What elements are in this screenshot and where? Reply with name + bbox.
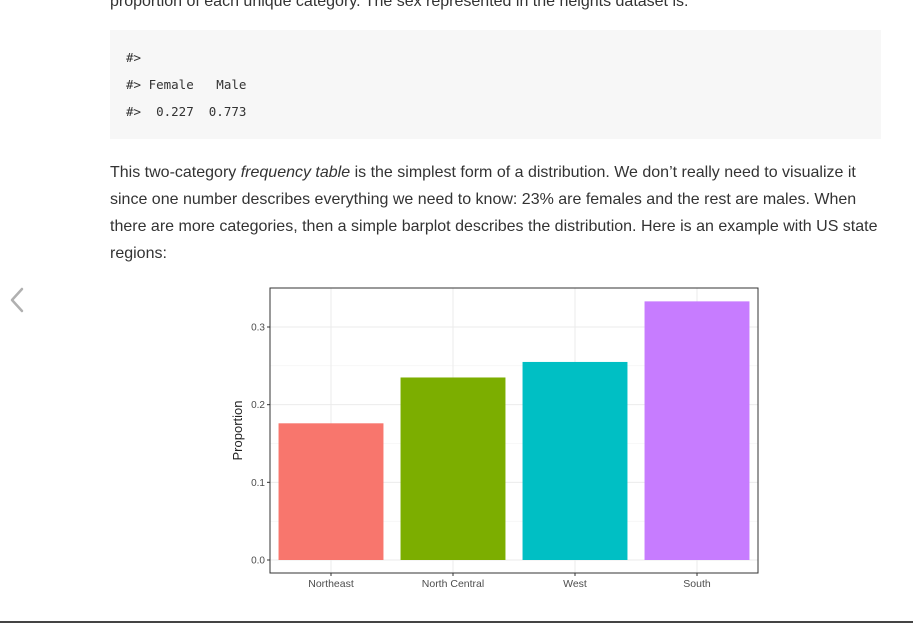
y-tick-label: 0.0 [251, 556, 265, 567]
paragraph-text-start: This two-category [110, 164, 241, 181]
y-tick-label: 0.2 [251, 400, 265, 411]
paragraph-text-end: is the simplest form of a distribution. … [110, 164, 878, 262]
chevron-left-icon [10, 287, 24, 313]
code-line: #> Female Male [126, 77, 247, 92]
region-barplot: 0.0 0.1 0.2 0.3 Northeast North Central West So… [224, 280, 769, 600]
previous-page-button[interactable] [5, 285, 29, 315]
bar [400, 377, 506, 560]
x-tick-label: North Central [422, 578, 484, 590]
x-tick-label: Northeast [308, 578, 354, 590]
barplot-svg: 0.0 0.1 0.2 0.3 Northeast North Central West So… [230, 287, 759, 590]
bar [644, 301, 750, 560]
code-output-block: #> #> Female Male #> 0.227 0.773 [110, 30, 881, 139]
y-tick-label: 0.3 [251, 323, 265, 334]
emphasized-term: frequency table [240, 164, 351, 181]
body-paragraph: This two-category frequency table is the… [110, 159, 885, 267]
y-tick-label: 0.1 [251, 478, 265, 489]
panel-border [269, 287, 759, 574]
bar [278, 423, 384, 560]
y-axis-label: Proportion [230, 401, 245, 461]
code-line: #> 0.227 0.773 [126, 104, 247, 119]
x-tick-label: South [683, 578, 711, 590]
intro-text: proportion of each unique category. The … [110, 0, 689, 10]
code-line: #> [126, 50, 142, 65]
bar [522, 361, 628, 560]
bottom-divider [0, 621, 913, 623]
x-tick-label: West [563, 578, 587, 590]
